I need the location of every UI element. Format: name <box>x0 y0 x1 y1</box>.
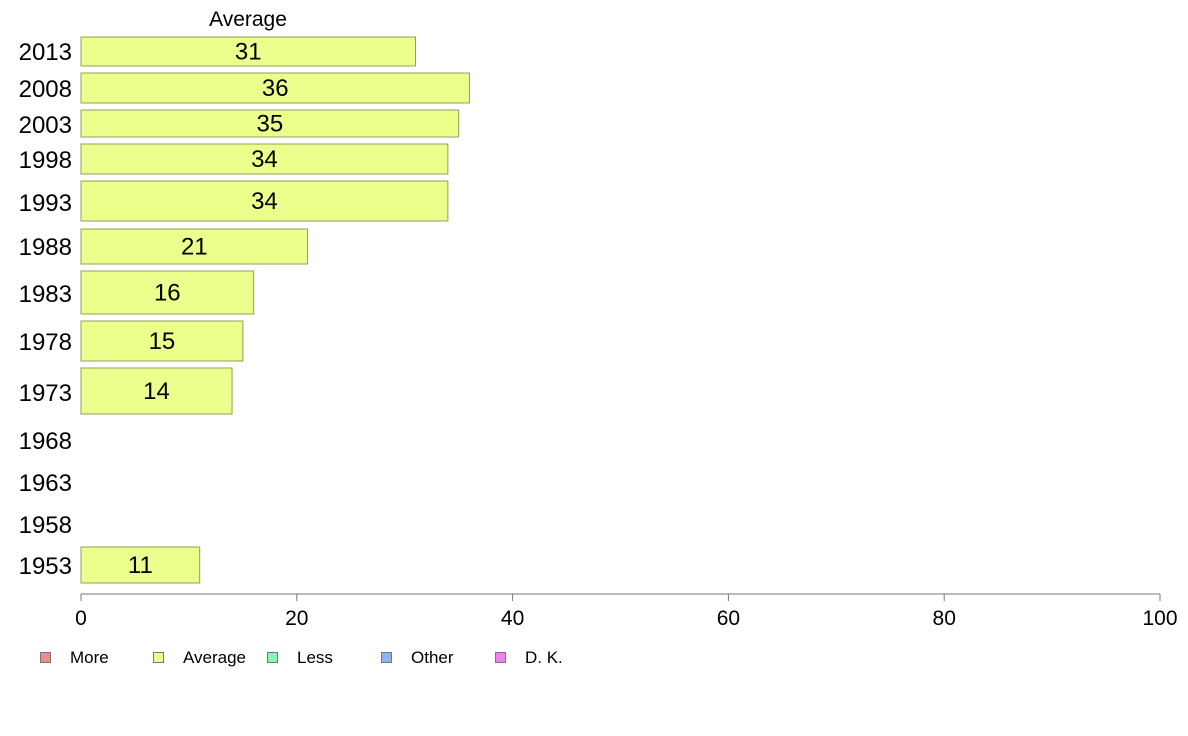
category-label-1968: 1968 <box>19 428 72 455</box>
category-label-1983: 1983 <box>19 281 72 308</box>
data-label-1983: 16 <box>154 280 181 307</box>
category-label-1988: 1988 <box>19 234 72 261</box>
legend-label-dk: D. K. <box>525 648 563 667</box>
bar-1983 <box>80 270 255 315</box>
data-label-1993: 34 <box>251 188 278 215</box>
series-header: Average <box>209 8 287 31</box>
x-tick-label-40: 40 <box>501 607 524 630</box>
category-label-1958: 1958 <box>19 512 72 539</box>
legend-label-more: More <box>70 648 109 667</box>
category-label-2013: 2013 <box>19 39 72 66</box>
legend-swatch-dk <box>495 652 506 663</box>
data-label-2008: 36 <box>262 75 289 102</box>
data-label-2003: 35 <box>256 111 283 138</box>
category-label-1998: 1998 <box>19 147 72 174</box>
category-label-1973: 1973 <box>19 380 72 407</box>
data-label-2013: 31 <box>235 39 262 66</box>
legend-label-other: Other <box>411 648 454 667</box>
category-label-1978: 1978 <box>19 329 72 356</box>
legend-label-less: Less <box>297 648 333 667</box>
bar-1993 <box>80 180 449 222</box>
bar-1988 <box>80 228 309 265</box>
legend-swatch-other <box>381 652 392 663</box>
category-label-1953: 1953 <box>19 553 72 580</box>
category-label-2008: 2008 <box>19 76 72 103</box>
x-tick-label-0: 0 <box>75 607 87 630</box>
legend-swatch-more <box>40 652 51 663</box>
x-tick-label-20: 20 <box>285 607 308 630</box>
bar-2003 <box>80 109 460 138</box>
data-label-1953: 11 <box>128 552 153 579</box>
category-label-1993: 1993 <box>19 190 72 217</box>
legend-swatch-average <box>153 652 164 663</box>
bar-1973 <box>80 367 233 415</box>
x-tick-label-100: 100 <box>1142 607 1177 630</box>
x-tick-label-60: 60 <box>717 607 740 630</box>
bar-2008 <box>80 72 470 104</box>
category-label-2003: 2003 <box>19 112 72 139</box>
bar-1978 <box>80 320 244 362</box>
bar-1953 <box>80 546 201 584</box>
legend-swatch-less <box>267 652 278 663</box>
data-label-1988: 21 <box>181 234 208 261</box>
data-label-1998: 34 <box>251 146 278 173</box>
legend-label-average: Average <box>183 648 247 667</box>
bar-2013 <box>80 36 416 67</box>
data-label-1973: 14 <box>143 378 170 405</box>
bar-1998 <box>80 143 449 175</box>
legend: More Average Less Other D. K. <box>40 648 660 668</box>
data-label-1978: 15 <box>149 328 176 355</box>
category-label-1963: 1963 <box>19 470 72 497</box>
x-tick-label-80: 80 <box>933 607 956 630</box>
